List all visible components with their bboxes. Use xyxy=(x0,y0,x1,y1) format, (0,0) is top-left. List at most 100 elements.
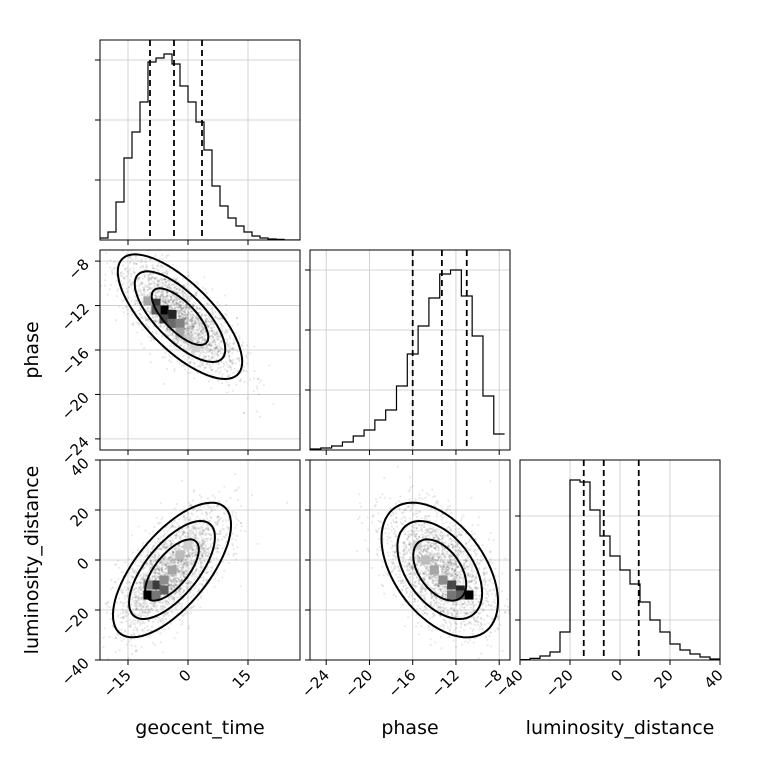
scatter-point xyxy=(211,321,214,324)
scatter-point xyxy=(447,499,450,502)
scatter-point xyxy=(169,304,172,307)
scatter-point xyxy=(178,304,181,307)
scatter-point xyxy=(209,324,212,327)
scatter-point xyxy=(182,294,185,297)
scatter-point xyxy=(164,301,167,304)
scatter-point xyxy=(183,291,186,295)
scatter-point xyxy=(212,323,215,326)
scatter-point xyxy=(130,574,133,578)
scatter-point xyxy=(221,325,224,328)
scatter-point xyxy=(226,532,229,535)
scatter-point xyxy=(176,303,180,306)
scatter-point xyxy=(183,316,186,320)
scatter-point xyxy=(154,294,157,297)
scatter-point xyxy=(162,271,165,274)
scatter-point xyxy=(157,569,161,572)
scatter-point xyxy=(201,556,205,560)
contour-line-1 xyxy=(150,287,210,347)
scatter-point xyxy=(143,578,146,581)
scatter-point xyxy=(184,308,187,311)
panel-2-1: −24 −20 −16 −12 −8 xyxy=(298,459,511,701)
scatter-point xyxy=(198,323,202,326)
scatter-point xyxy=(227,351,231,355)
scatter-point xyxy=(201,331,204,335)
scatter-point xyxy=(194,552,197,556)
scatter-point xyxy=(201,326,204,329)
scatter-point xyxy=(201,286,204,289)
scatter-point xyxy=(173,340,176,343)
scatter-point xyxy=(173,519,176,522)
scatter-point xyxy=(228,358,232,362)
scatter-point xyxy=(186,332,189,335)
scatter-point xyxy=(169,556,172,560)
scatter-point xyxy=(181,532,184,535)
scatter-point xyxy=(211,310,214,313)
scatter-point xyxy=(142,601,145,604)
scatter-point xyxy=(149,629,152,633)
scatter-point xyxy=(157,262,160,265)
scatter-point xyxy=(155,330,158,333)
scatter-point xyxy=(147,551,150,554)
scatter-point xyxy=(144,602,147,605)
scatter-point xyxy=(141,629,144,632)
scatter-point xyxy=(147,279,150,282)
scatter-point xyxy=(205,349,208,352)
scatter-point xyxy=(494,574,497,577)
scatter-point xyxy=(419,593,422,596)
scatter-point xyxy=(165,284,168,287)
scatter-point xyxy=(179,572,183,576)
scatter-point xyxy=(431,561,435,564)
scatter-point xyxy=(208,511,211,515)
scatter-point xyxy=(202,329,205,333)
scatter-point xyxy=(146,245,148,247)
scatter-point xyxy=(141,592,144,595)
scatter-point xyxy=(214,370,217,373)
scatter-point xyxy=(173,286,176,289)
scatter-point xyxy=(110,617,113,621)
scatter-point xyxy=(200,554,203,557)
scatter-point xyxy=(168,578,171,582)
scatter-point xyxy=(182,589,185,592)
scatter-point xyxy=(439,564,442,567)
scatter-point xyxy=(205,313,208,317)
scatter-point xyxy=(104,602,107,605)
scatter-point xyxy=(208,316,211,319)
scatter-point xyxy=(171,539,175,542)
scatter-point xyxy=(196,371,199,375)
scatter-point xyxy=(177,559,180,562)
scatter-point xyxy=(224,313,227,316)
scatter-point xyxy=(137,608,140,611)
scatter-point xyxy=(168,293,172,297)
scatter-point xyxy=(212,553,215,556)
scatter-point xyxy=(443,571,446,574)
scatter-point xyxy=(198,582,201,585)
scatter-point xyxy=(206,555,209,558)
scatter-point xyxy=(186,329,189,333)
scatter-point xyxy=(165,557,168,560)
scatter-point xyxy=(198,566,202,569)
scatter-point xyxy=(188,553,191,557)
scatter-point xyxy=(178,305,181,308)
scatter-point xyxy=(170,595,173,598)
scatter-point xyxy=(161,571,164,574)
scatter-point xyxy=(215,369,219,372)
scatter-point xyxy=(178,591,181,594)
scatter-point xyxy=(473,532,476,535)
scatter-point xyxy=(191,315,194,318)
scatter-point xyxy=(481,543,484,547)
scatter-point xyxy=(203,356,206,359)
scatter-point xyxy=(164,567,167,570)
scatter-point xyxy=(207,303,210,306)
scatter-point xyxy=(126,308,129,311)
scatter-point xyxy=(168,526,171,530)
scatter-point xyxy=(210,356,214,359)
scatter-point xyxy=(202,296,205,300)
scatter-point xyxy=(200,560,203,563)
scatter-point xyxy=(209,348,212,352)
scatter-point xyxy=(218,344,221,347)
scatter-point xyxy=(146,293,149,297)
scatter-point xyxy=(170,304,173,307)
y-tick-label: 0 xyxy=(73,554,92,573)
scatter-point xyxy=(180,605,183,608)
scatter-point xyxy=(204,334,207,337)
